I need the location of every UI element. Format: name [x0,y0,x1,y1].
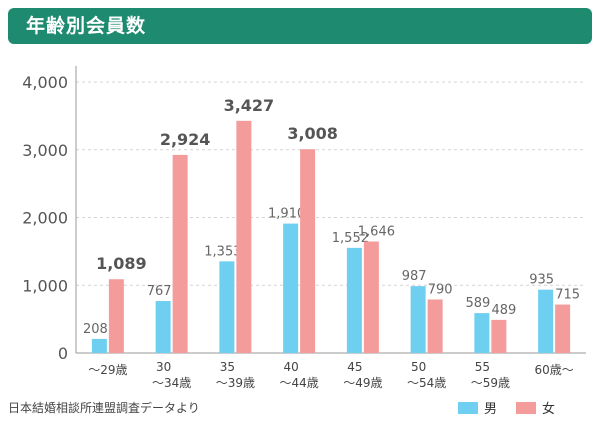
data-label-female: 2,924 [160,130,211,149]
y-tick-label: 3,000 [22,141,68,160]
legend-item-female: 女 [516,398,555,417]
y-tick-label: 2,000 [22,209,68,228]
x-tick-label: 50 [411,360,426,374]
data-label-male: 1,353 [204,244,241,259]
bar-male [346,247,362,353]
legend-label-female: 女 [542,402,556,417]
data-label-male: 935 [529,273,554,288]
bar-male [410,286,426,353]
x-tick-label: ～39歳 [216,376,255,390]
bar-male [155,301,171,353]
legend-swatch-male [458,402,478,414]
data-label-female: 3,008 [287,124,338,143]
x-tick-label: 60歳～ [534,363,573,377]
source-note: 日本結婚相談所連盟調査データより [8,401,200,415]
x-tick-label: 35 [220,360,235,374]
data-label-male: 208 [83,322,108,337]
bar-female [108,279,124,353]
bar-female [491,319,507,353]
legend-label-male: 男 [484,402,498,417]
data-label-male: 767 [147,284,172,299]
legend-item-male: 男 [458,398,497,417]
bar-male [283,223,299,353]
data-label-male: 1,910 [268,207,305,222]
bar-female [427,299,443,353]
data-label-male: 589 [465,296,490,311]
legend-swatch-female [516,402,536,414]
x-tick-label: ～49歳 [343,376,382,390]
x-tick-label: 45 [347,360,362,374]
data-label-female: 1,646 [358,224,395,239]
data-label-female: 1,089 [96,254,147,273]
bar-female [236,120,252,354]
bar-male [219,261,235,353]
y-tick-label: 0 [58,344,68,363]
bar-female [172,154,188,353]
bar-female [555,304,571,353]
bar-male [474,313,490,353]
x-tick-label: ～44歳 [279,376,318,390]
data-label-female: 790 [428,282,453,297]
data-label-female: 489 [491,303,516,318]
bar-male [538,289,554,353]
x-tick-label: 30 [156,360,171,374]
x-tick-label: ～34歳 [152,376,191,390]
chart-title: 年齢別会員数 [26,15,147,37]
y-tick-label: 1,000 [22,276,68,295]
data-label-female: 3,427 [224,96,275,115]
chart-title-banner: 年齢別会員数 [8,8,592,44]
x-tick-label: ～54歳 [407,376,446,390]
x-tick-label: ～29歳 [88,363,127,377]
bar-female [363,241,379,353]
x-tick-label: 40 [283,360,298,374]
data-label-female: 715 [555,288,580,303]
bar-female [300,149,316,353]
y-tick-label: 4,000 [22,73,68,92]
data-label-male: 987 [402,269,427,284]
data-label-male: 1,552 [332,231,369,246]
x-tick-label: ～59歳 [471,376,510,390]
x-tick-label: 55 [475,360,490,374]
bar-male [91,338,107,353]
